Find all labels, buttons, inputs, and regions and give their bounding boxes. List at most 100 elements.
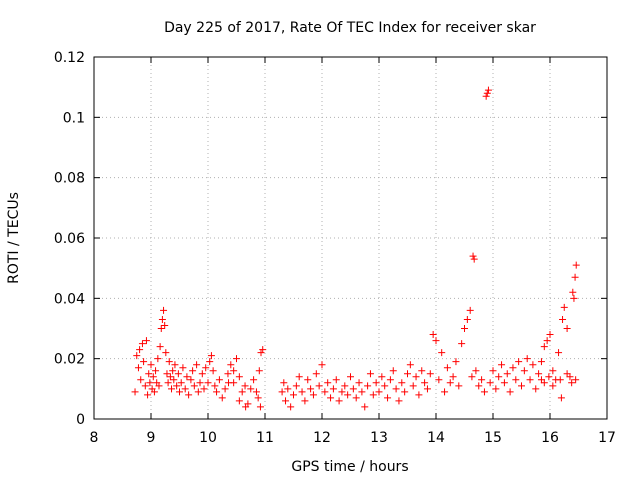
data-point bbox=[469, 252, 477, 260]
data-point bbox=[209, 367, 217, 375]
data-point bbox=[181, 385, 189, 393]
data-point bbox=[560, 303, 568, 311]
data-point bbox=[196, 379, 204, 387]
data-point bbox=[540, 343, 548, 351]
data-point bbox=[142, 337, 150, 345]
data-point bbox=[292, 382, 300, 390]
data-point bbox=[259, 346, 267, 354]
data-point bbox=[386, 376, 394, 384]
data-point bbox=[241, 382, 249, 390]
data-point bbox=[204, 379, 212, 387]
data-point bbox=[546, 331, 554, 339]
data-point bbox=[158, 315, 166, 323]
y-axis-label: ROTI / TECUs bbox=[6, 192, 22, 284]
data-point bbox=[418, 367, 426, 375]
data-point bbox=[559, 315, 567, 323]
data-point bbox=[515, 358, 523, 366]
data-point bbox=[193, 361, 201, 369]
data-point bbox=[301, 397, 309, 405]
data-point bbox=[344, 391, 352, 399]
y-tick-label: 0.02 bbox=[54, 352, 85, 368]
data-point bbox=[526, 376, 534, 384]
data-point bbox=[312, 370, 320, 378]
x-tick-label: 16 bbox=[541, 430, 559, 446]
data-point bbox=[372, 379, 380, 387]
data-point bbox=[168, 385, 176, 393]
data-point bbox=[224, 370, 232, 378]
data-point bbox=[185, 391, 193, 399]
data-point bbox=[179, 364, 187, 372]
data-point bbox=[335, 397, 343, 405]
data-point bbox=[543, 337, 551, 345]
data-point bbox=[441, 388, 449, 396]
y-tick-label: 0.06 bbox=[54, 231, 85, 247]
x-tick-label: 10 bbox=[199, 430, 217, 446]
data-point bbox=[489, 367, 497, 375]
y-tick-label: 0.12 bbox=[54, 50, 85, 66]
data-point bbox=[207, 352, 215, 360]
data-point bbox=[482, 92, 490, 100]
data-point bbox=[252, 388, 260, 396]
data-point bbox=[218, 394, 226, 402]
data-point bbox=[134, 364, 142, 372]
data-point bbox=[137, 376, 145, 384]
data-point bbox=[171, 361, 179, 369]
data-point bbox=[213, 388, 221, 396]
data-point bbox=[429, 331, 437, 339]
data-point bbox=[250, 376, 258, 384]
data-point bbox=[307, 385, 315, 393]
data-point bbox=[309, 391, 317, 399]
data-point bbox=[468, 373, 476, 381]
data-point bbox=[461, 325, 468, 332]
data-point bbox=[157, 325, 165, 332]
data-point bbox=[361, 403, 369, 411]
x-tick-label: 14 bbox=[427, 430, 445, 446]
data-point bbox=[486, 379, 494, 387]
data-point bbox=[566, 373, 574, 381]
data-point bbox=[255, 367, 263, 375]
data-point bbox=[537, 376, 545, 384]
data-point bbox=[161, 321, 169, 329]
y-tick-label: 0.1 bbox=[63, 110, 85, 126]
data-point bbox=[136, 346, 144, 354]
data-point bbox=[160, 306, 168, 314]
data-point bbox=[315, 382, 323, 390]
data-point bbox=[156, 343, 164, 351]
x-tick-label: 12 bbox=[313, 430, 331, 446]
data-point bbox=[389, 367, 397, 375]
data-point bbox=[233, 355, 240, 363]
x-tick-label: 13 bbox=[370, 430, 388, 446]
data-point bbox=[449, 373, 457, 381]
data-point bbox=[572, 261, 580, 269]
data-point bbox=[221, 385, 229, 393]
data-point bbox=[423, 385, 431, 393]
data-point bbox=[523, 355, 531, 363]
data-point bbox=[466, 306, 474, 314]
data-point bbox=[332, 376, 340, 384]
data-point bbox=[176, 388, 183, 396]
data-point bbox=[563, 370, 571, 378]
data-point bbox=[295, 373, 303, 381]
data-point bbox=[426, 370, 434, 378]
data-point bbox=[369, 391, 377, 399]
data-point bbox=[242, 403, 250, 411]
data-point bbox=[366, 370, 374, 378]
data-point bbox=[146, 379, 154, 387]
data-point bbox=[455, 382, 463, 390]
data-point bbox=[518, 382, 525, 390]
data-point bbox=[190, 382, 198, 390]
data-point bbox=[329, 385, 337, 393]
data-point bbox=[235, 373, 243, 381]
data-point bbox=[478, 376, 486, 384]
grid-layer bbox=[94, 57, 607, 419]
data-point bbox=[211, 382, 219, 390]
data-point bbox=[549, 367, 557, 375]
x-tick-label: 17 bbox=[598, 430, 616, 446]
data-point bbox=[225, 379, 233, 387]
data-point bbox=[206, 358, 214, 366]
data-point bbox=[238, 388, 246, 396]
data-point bbox=[569, 288, 577, 296]
data-point bbox=[131, 388, 139, 396]
data-point bbox=[529, 361, 537, 369]
data-point bbox=[352, 394, 360, 402]
